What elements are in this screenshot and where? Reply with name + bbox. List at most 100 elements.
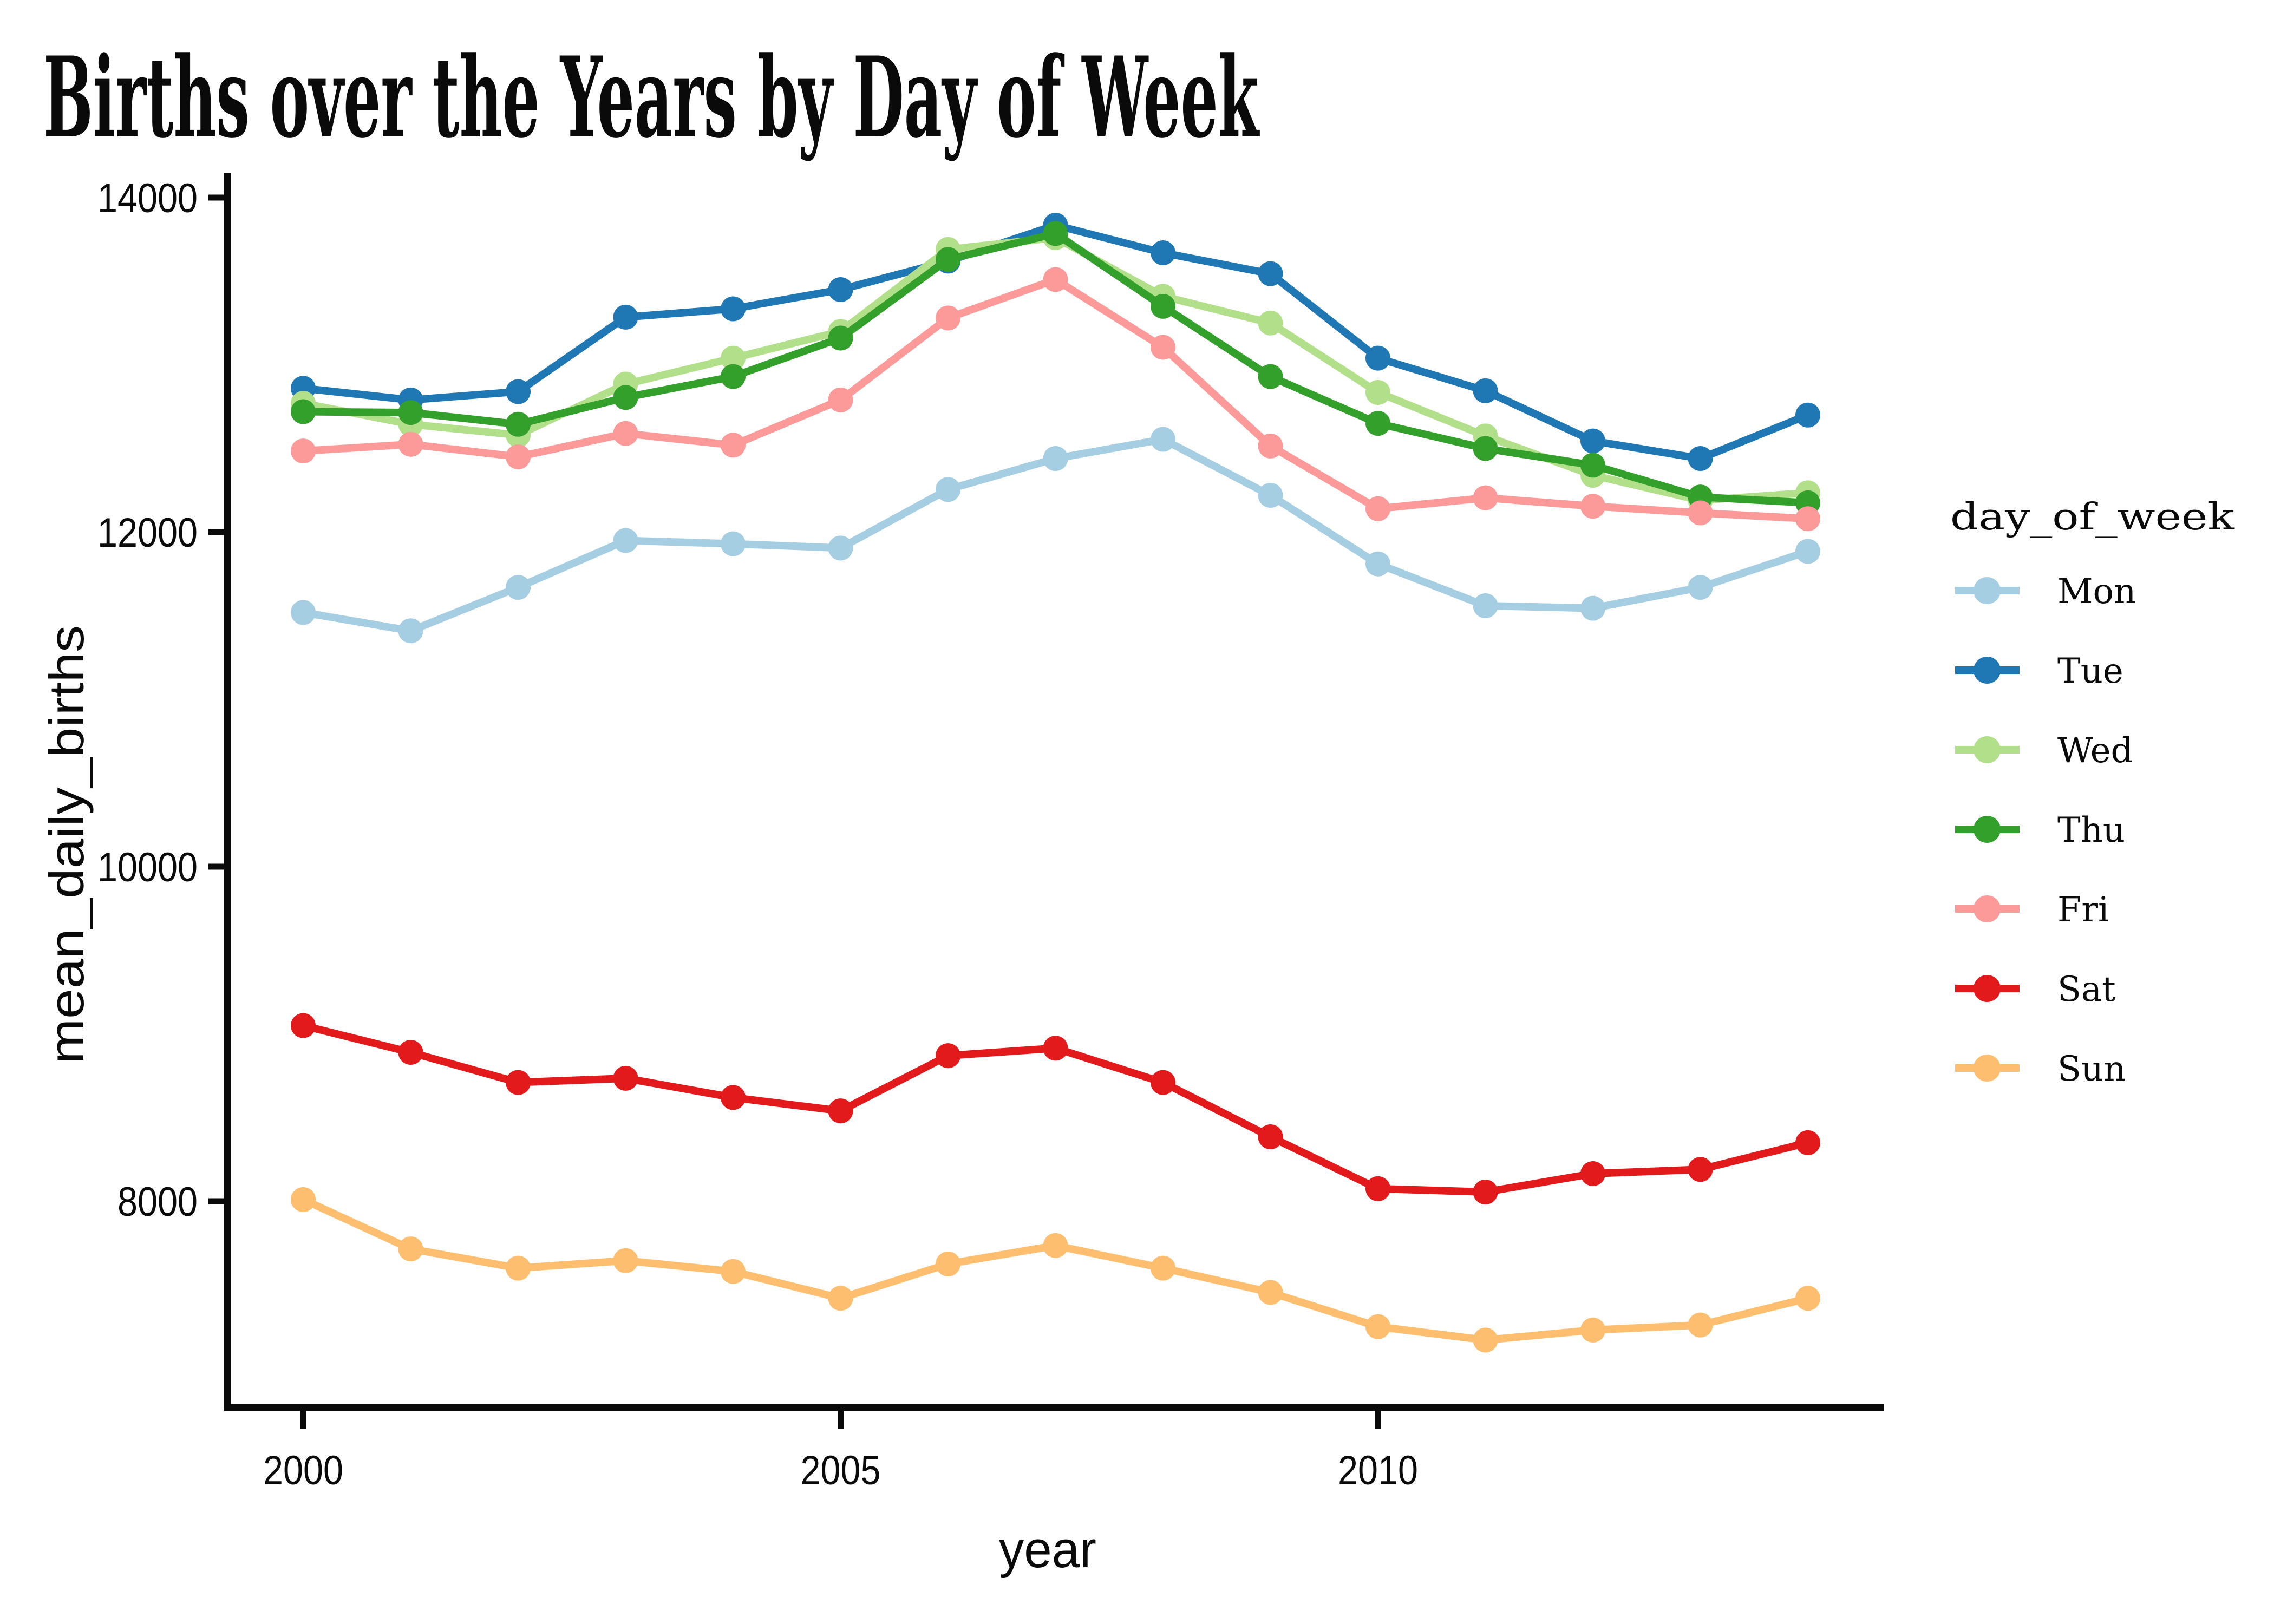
data-point	[613, 304, 638, 330]
data-point	[1151, 427, 1175, 452]
legend-key-dot	[1974, 816, 2001, 843]
data-point	[1365, 1176, 1390, 1201]
data-point	[936, 477, 960, 502]
y-tick-label: 14000	[97, 175, 198, 221]
series-sun	[291, 1187, 1820, 1353]
data-point	[1365, 411, 1390, 436]
data-point	[1795, 506, 1820, 532]
legend-item-fri: Fri	[1955, 890, 2109, 930]
data-point	[506, 1070, 531, 1095]
x-tick-label: 2010	[1338, 1448, 1418, 1494]
data-point	[1473, 1180, 1498, 1205]
data-point	[1258, 261, 1283, 286]
series-mon	[291, 427, 1820, 644]
data-point	[1580, 595, 1605, 621]
data-point	[291, 438, 316, 464]
data-point	[506, 574, 531, 600]
legend-item-thu: Thu	[1955, 810, 2125, 850]
legend-title: day_of_week	[1950, 496, 2235, 539]
data-point	[828, 387, 853, 412]
y-axis-title: mean_daily_births	[40, 625, 94, 1064]
data-point	[1580, 428, 1605, 454]
legend-item-label: Wed	[2057, 731, 2133, 771]
data-point	[1688, 1157, 1713, 1182]
data-point	[1365, 1314, 1390, 1339]
data-point	[1688, 574, 1713, 600]
data-point	[506, 379, 531, 404]
legend-item-sun: Sun	[1955, 1049, 2126, 1089]
data-point	[828, 1098, 853, 1124]
legend: day_of_week Mon Tue Wed Thu Fri Sat Sun	[1950, 496, 2235, 1089]
data-point	[613, 1248, 638, 1273]
data-point	[1365, 379, 1390, 405]
legend-key-dot	[1974, 975, 2001, 1002]
data-point	[1151, 240, 1175, 265]
data-point	[828, 535, 853, 561]
legend-item-label: Mon	[2057, 572, 2136, 612]
data-point	[398, 1039, 423, 1065]
legend-item-label: Sat	[2057, 970, 2116, 1010]
data-point	[1043, 267, 1068, 292]
data-point	[1473, 593, 1498, 618]
data-point	[613, 421, 638, 446]
data-point	[506, 411, 531, 437]
data-point	[398, 1236, 423, 1262]
y-tick-label: 12000	[97, 510, 198, 556]
legend-item-tue: Tue	[1955, 651, 2123, 691]
data-point	[828, 277, 853, 302]
data-point	[721, 345, 746, 371]
data-point	[1688, 446, 1713, 472]
data-point	[828, 1286, 853, 1311]
data-point	[291, 1013, 316, 1038]
legend-key-dot	[1974, 657, 2001, 684]
data-point	[1258, 433, 1283, 459]
data-point	[1151, 1255, 1175, 1281]
data-point	[1258, 1280, 1283, 1305]
y-tick-label: 8000	[117, 1179, 198, 1225]
data-point	[506, 1255, 531, 1281]
data-point	[613, 385, 638, 410]
data-point	[1365, 345, 1390, 371]
data-point	[1258, 1124, 1283, 1150]
data-point	[936, 1251, 960, 1276]
legend-key-dot	[1974, 577, 2001, 604]
data-point	[1043, 446, 1068, 472]
data-point	[613, 528, 638, 553]
data-point	[1580, 1317, 1605, 1343]
data-point	[291, 600, 316, 625]
chart-title: Births over the Years by Day of Week	[43, 33, 1260, 163]
data-point	[398, 431, 423, 457]
legend-item-mon: Mon	[1955, 572, 2136, 612]
data-point	[1151, 1070, 1175, 1095]
x-tick-label: 2000	[263, 1448, 343, 1494]
data-point	[613, 1065, 638, 1091]
data-point	[936, 247, 960, 272]
legend-key-dot	[1974, 895, 2001, 922]
data-point	[1151, 335, 1175, 360]
plot-series	[291, 212, 1820, 1353]
data-point	[1795, 1286, 1820, 1311]
data-point	[398, 618, 423, 644]
x-axis-title: year	[999, 1521, 1096, 1579]
x-tick-label: 2005	[801, 1448, 881, 1494]
series-line-fri	[303, 276, 1808, 523]
data-point	[721, 531, 746, 556]
data-point	[1795, 402, 1820, 428]
legend-item-wed: Wed	[1955, 731, 2133, 771]
data-point	[1043, 1233, 1068, 1258]
data-point	[1473, 1327, 1498, 1353]
data-point	[1580, 494, 1605, 519]
series-thu	[291, 221, 1820, 515]
series-sat	[291, 1013, 1820, 1205]
data-point	[721, 296, 746, 322]
data-point	[1580, 453, 1605, 478]
data-point	[721, 433, 746, 458]
data-point	[291, 1187, 316, 1212]
legend-item-label: Sun	[2057, 1049, 2126, 1089]
data-point	[1365, 496, 1390, 521]
data-point	[1795, 539, 1820, 564]
data-point	[1258, 310, 1283, 336]
data-point	[506, 444, 531, 469]
y-tick-label: 10000	[97, 844, 198, 890]
